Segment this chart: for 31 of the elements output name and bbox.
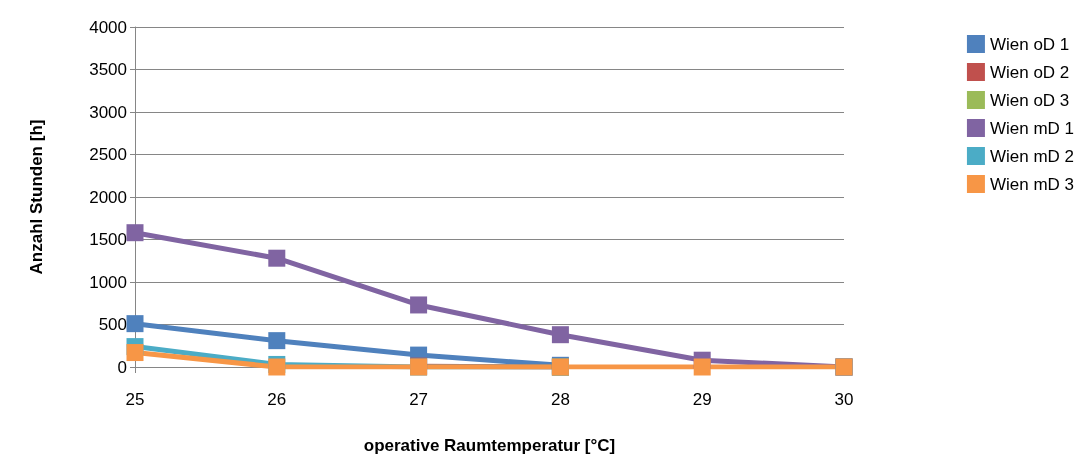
legend-label: Wien oD 2	[989, 62, 1070, 82]
x-tick-label: 27	[409, 390, 429, 409]
y-tick-label: 2000	[89, 187, 127, 207]
point	[268, 249, 286, 267]
y-tick-label: 2500	[89, 145, 127, 164]
point	[268, 332, 286, 350]
x-tick-label: 26	[267, 390, 287, 409]
legend-label: Wien mD 2	[989, 146, 1075, 166]
point	[126, 315, 144, 333]
legend-label: Wien oD 3	[989, 90, 1070, 110]
y-axis-title: Anzahl Stunden [h]	[27, 119, 46, 275]
x-tick-label: 28	[550, 390, 570, 409]
y-tick-label: 0	[117, 357, 127, 377]
point	[126, 344, 144, 362]
point	[551, 326, 569, 344]
point	[410, 296, 428, 314]
y-tick-label: 3500	[89, 60, 127, 79]
x-axis-title: operative Raumtemperatur [°C]	[363, 436, 616, 455]
legend-label: Wien mD 3	[989, 174, 1075, 194]
y-tick-label: 1000	[89, 272, 127, 292]
y-tick-label: 3000	[89, 102, 127, 122]
x-tick-label: 25	[125, 390, 145, 409]
legend-label: Wien oD 1	[989, 34, 1070, 54]
y-tick-label: 1500	[89, 230, 127, 249]
x-tick-label: 29	[692, 390, 712, 409]
y-tick-label: 4000	[89, 17, 127, 37]
legend-label: Wien mD 1	[989, 118, 1075, 138]
point	[126, 224, 144, 242]
y-tick-label: 500	[98, 315, 127, 334]
x-tick-label: 30	[834, 390, 854, 409]
point	[693, 358, 711, 376]
